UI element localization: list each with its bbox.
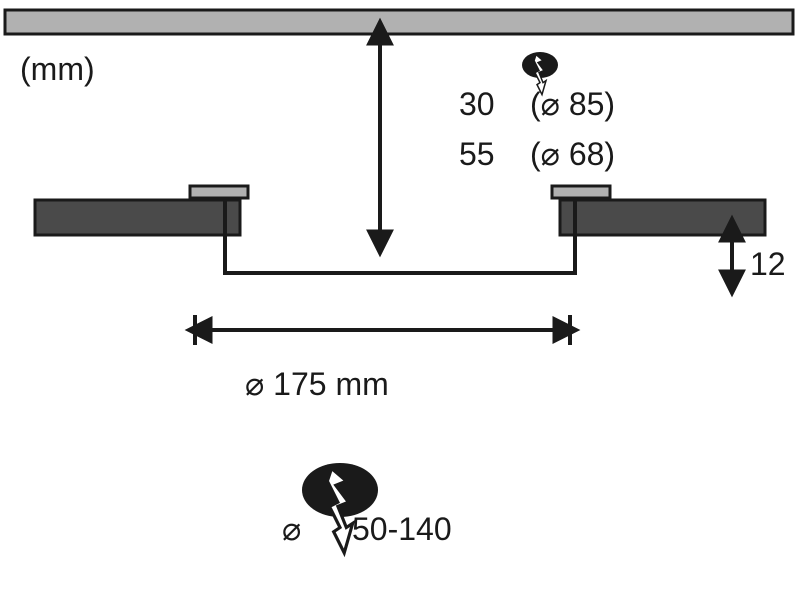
ceiling-bar xyxy=(5,10,793,34)
hole-range-prefix: ⌀ xyxy=(282,511,301,547)
clip-right xyxy=(552,186,610,198)
cutout-68: (⌀ 68) xyxy=(530,136,615,172)
mount-panel-left xyxy=(35,200,240,235)
installation-diagram: (mm) 30 (⌀ 85) 55 (⌀ 68) 12 ⌀ 175 mm ⌀ 5… xyxy=(0,0,800,605)
unit-label: (mm) xyxy=(20,51,95,87)
hole-range-label: 50-140 xyxy=(352,511,452,547)
mount-panel-right xyxy=(560,200,765,235)
clearance-30: 30 xyxy=(459,86,495,122)
fixture-outline xyxy=(225,200,575,273)
diameter-label: ⌀ 175 mm xyxy=(245,366,389,402)
clip-left xyxy=(190,186,248,198)
clearance-55: 55 xyxy=(459,136,495,172)
height-value: 12 xyxy=(750,246,786,282)
